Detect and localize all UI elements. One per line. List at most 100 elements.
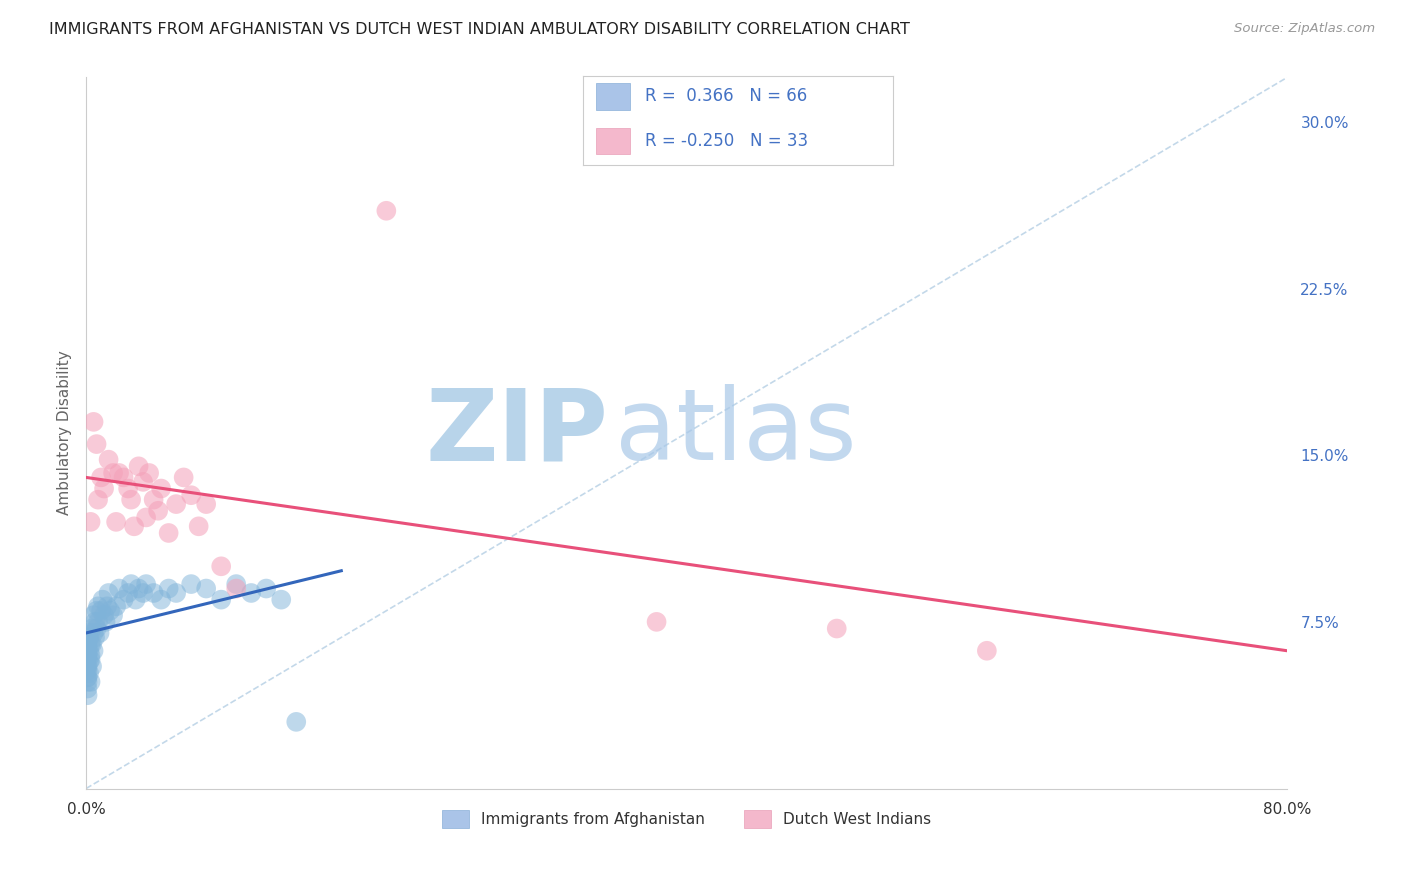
Point — [101, 466, 124, 480]
Point — [79, 637, 101, 651]
Point — [96, 599, 118, 614]
Point — [89, 626, 111, 640]
Point — [108, 466, 131, 480]
Point — [87, 615, 110, 629]
Point — [77, 655, 100, 669]
Point — [270, 592, 292, 607]
Point — [165, 497, 187, 511]
Point — [76, 688, 98, 702]
Point — [86, 437, 108, 451]
Point — [122, 519, 145, 533]
Point — [76, 664, 98, 678]
Point — [86, 604, 108, 618]
Point — [80, 622, 103, 636]
Point — [76, 659, 98, 673]
Point — [76, 648, 98, 663]
Point — [120, 577, 142, 591]
Point — [150, 482, 173, 496]
Point — [90, 604, 112, 618]
Point — [77, 644, 100, 658]
Y-axis label: Ambulatory Disability: Ambulatory Disability — [58, 351, 72, 516]
Point — [97, 586, 120, 600]
Point — [83, 626, 105, 640]
Point — [101, 608, 124, 623]
Point — [84, 631, 107, 645]
Point — [83, 415, 105, 429]
Point — [157, 582, 180, 596]
Point — [117, 482, 139, 496]
Point — [98, 604, 121, 618]
Point — [142, 586, 165, 600]
Point — [209, 592, 232, 607]
Point — [79, 674, 101, 689]
Point — [187, 519, 209, 533]
Point — [76, 670, 98, 684]
Point — [225, 577, 247, 591]
Point — [86, 622, 108, 636]
Point — [180, 577, 202, 591]
Point — [128, 582, 150, 596]
Point — [138, 466, 160, 480]
Point — [105, 515, 128, 529]
Point — [150, 592, 173, 607]
Point — [80, 637, 103, 651]
Point — [209, 559, 232, 574]
Text: R =  0.366   N = 66: R = 0.366 N = 66 — [645, 87, 807, 105]
Point — [135, 577, 157, 591]
Point — [105, 599, 128, 614]
Point — [195, 497, 218, 511]
Point — [76, 648, 98, 663]
Point — [142, 492, 165, 507]
Point — [375, 203, 398, 218]
Point — [76, 681, 98, 696]
Point — [87, 492, 110, 507]
Point — [146, 504, 169, 518]
FancyBboxPatch shape — [596, 128, 630, 154]
Point — [79, 515, 101, 529]
Point — [180, 488, 202, 502]
Point — [79, 648, 101, 663]
Point — [90, 470, 112, 484]
Point — [76, 653, 98, 667]
Text: ZIP: ZIP — [426, 384, 609, 482]
Point — [76, 631, 98, 645]
Text: IMMIGRANTS FROM AFGHANISTAN VS DUTCH WEST INDIAN AMBULATORY DISABILITY CORRELATI: IMMIGRANTS FROM AFGHANISTAN VS DUTCH WES… — [49, 22, 910, 37]
Point — [112, 592, 135, 607]
Point — [84, 615, 107, 629]
Point — [80, 659, 103, 673]
Point — [91, 592, 114, 607]
Point — [112, 470, 135, 484]
Point — [173, 470, 195, 484]
Point — [108, 582, 131, 596]
Point — [976, 644, 998, 658]
Point — [79, 653, 101, 667]
Point — [128, 459, 150, 474]
Point — [195, 582, 218, 596]
Point — [157, 526, 180, 541]
Point — [87, 599, 110, 614]
Point — [76, 637, 98, 651]
Point — [97, 452, 120, 467]
Point — [240, 586, 263, 600]
Point — [124, 592, 146, 607]
Point — [76, 644, 98, 658]
Point — [77, 665, 100, 680]
Point — [77, 631, 100, 645]
Point — [254, 582, 277, 596]
Point — [93, 482, 115, 496]
Text: atlas: atlas — [614, 384, 856, 482]
Point — [132, 586, 155, 600]
Point — [83, 608, 105, 623]
Point — [165, 586, 187, 600]
Point — [132, 475, 155, 489]
Point — [76, 659, 98, 673]
Point — [645, 615, 668, 629]
Point — [83, 644, 105, 658]
Legend: Immigrants from Afghanistan, Dutch West Indians: Immigrants from Afghanistan, Dutch West … — [436, 805, 938, 834]
Point — [76, 674, 98, 689]
Point — [825, 622, 848, 636]
Point — [120, 492, 142, 507]
Point — [225, 582, 247, 596]
Point — [76, 637, 98, 651]
Point — [94, 615, 117, 629]
